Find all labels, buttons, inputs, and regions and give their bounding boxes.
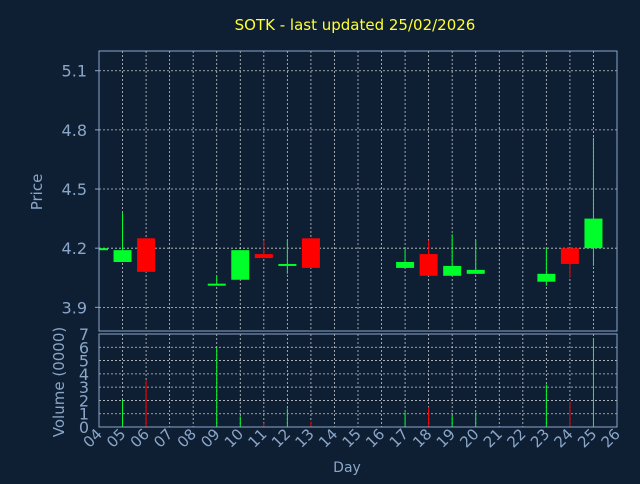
x-tick-label: 17	[386, 425, 412, 451]
x-tick-label: 21	[480, 425, 506, 451]
volume-tick-label: 0	[79, 418, 89, 437]
price-tick-label: 5.1	[62, 62, 87, 81]
volume-tick-label: 2	[79, 391, 89, 410]
candle-13	[301, 238, 320, 268]
volume-tick-label: 6	[79, 338, 89, 357]
x-tick-label: 14	[315, 425, 341, 451]
volume-tick-label: 3	[79, 378, 89, 397]
candle-04	[99, 248, 108, 251]
candle-body	[301, 238, 320, 268]
x-axis-label: Day	[333, 460, 361, 476]
volume-tick-label: 5	[79, 352, 89, 371]
candle-06	[137, 238, 156, 272]
x-tick-label: 10	[221, 425, 247, 451]
price-y-ticks: 5.1 4.8 4.5 4.2 3.9	[62, 62, 99, 317]
x-tick-label: 24	[551, 425, 577, 451]
candle-body	[207, 283, 226, 286]
candle-body	[137, 238, 156, 272]
candle-19	[443, 234, 462, 276]
candles	[99, 137, 603, 286]
volume-bars	[122, 337, 594, 427]
price-panel-frame	[98, 50, 618, 332]
x-tick-label: 07	[150, 425, 176, 451]
x-tick-label: 11	[244, 425, 270, 451]
price-tick-label: 4.5	[62, 180, 87, 199]
candle-body	[99, 248, 108, 251]
candle-body	[537, 273, 556, 282]
candle-23	[537, 248, 556, 286]
candle-body	[113, 250, 132, 262]
x-tick-label: 20	[456, 425, 482, 451]
candle-20	[466, 240, 485, 274]
x-tick-label: 25	[574, 425, 600, 451]
volume-tick-label: 4	[79, 365, 89, 384]
candle-09	[207, 275, 226, 286]
price-axis-label: Price	[28, 174, 46, 211]
candle-body	[560, 248, 579, 264]
candle-11	[254, 240, 273, 259]
volume-grid	[99, 333, 617, 428]
candle-05	[113, 212, 132, 262]
x-tick-label: 23	[527, 425, 553, 451]
candle-body	[231, 250, 250, 280]
candle-body	[396, 261, 415, 268]
x-tick-label: 26	[598, 425, 624, 451]
candle-body	[466, 269, 485, 274]
price-tick-label: 4.2	[62, 239, 87, 258]
candle-body	[254, 254, 273, 259]
chart-title: SOTK - last updated 25/02/2026	[235, 16, 476, 34]
x-tick-label: 09	[197, 425, 223, 451]
price-grid	[99, 51, 617, 331]
x-tick-label: 13	[292, 425, 318, 451]
x-tick-label: 22	[503, 425, 529, 451]
volume-panel-frame	[98, 333, 618, 428]
price-tick-label: 4.8	[62, 121, 87, 140]
x-ticks: 0405060708091011121314151617181920212223…	[80, 425, 624, 451]
candle-body	[419, 254, 438, 276]
candle-24	[560, 248, 579, 278]
candle-17	[396, 248, 415, 268]
candle-body	[443, 265, 462, 276]
x-tick-label: 12	[268, 425, 294, 451]
candle-body	[278, 263, 297, 266]
volume-axis-label: Volume (0000)	[50, 327, 68, 437]
x-tick-label: 18	[409, 425, 435, 451]
x-tick-label: 08	[174, 425, 200, 451]
x-tick-label: 05	[103, 425, 129, 451]
candle-10	[231, 250, 250, 280]
price-tick-label: 3.9	[62, 298, 87, 317]
x-tick-label: 19	[433, 425, 459, 451]
candle-12	[278, 240, 297, 274]
volume-tick-label: 7	[79, 325, 89, 344]
x-tick-label: 15	[339, 425, 365, 451]
x-tick-label: 16	[362, 425, 388, 451]
candle-18	[419, 240, 438, 276]
candle-body	[584, 218, 603, 249]
x-tick-label: 06	[127, 425, 153, 451]
volume-tick-label: 1	[79, 405, 89, 424]
candle-25	[584, 137, 603, 266]
